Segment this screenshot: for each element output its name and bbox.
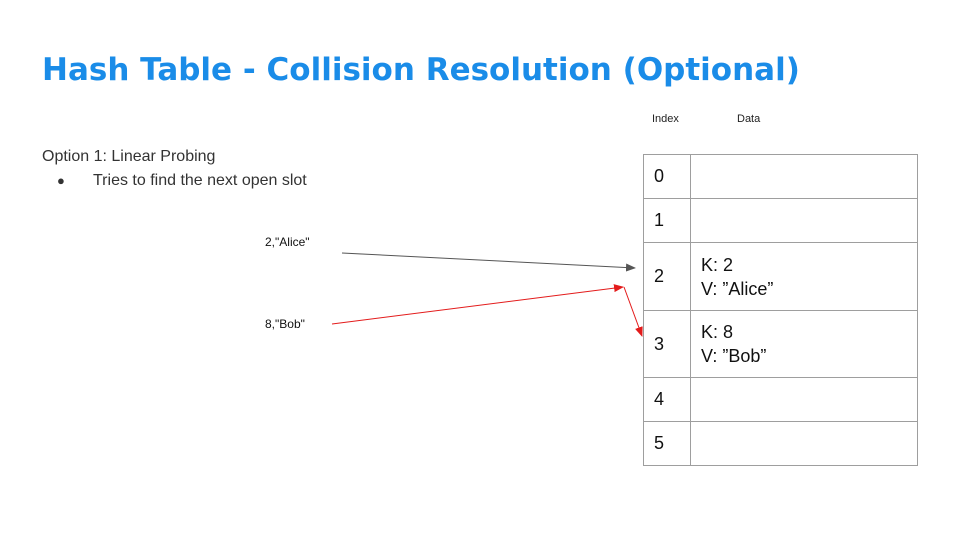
table-row: 1: [643, 198, 918, 243]
bullet-text: Tries to find the next open slot: [93, 172, 307, 189]
table-row: 2 K: 2 V: ”Alice”: [643, 242, 918, 311]
hash-table: 0 1 2 K: 2 V: ”Alice” 3 K: 8 V: ”Bob” 4 …: [643, 154, 918, 466]
row-index: 3: [643, 310, 691, 378]
row-data: [690, 421, 918, 466]
alice-arrow: [341, 252, 636, 272]
index-column-header: Index: [652, 113, 679, 125]
input-label-bob: 8,"Bob": [265, 317, 305, 331]
table-row: 5: [643, 421, 918, 466]
row-value: V: ”Alice”: [701, 278, 774, 299]
input-label-alice: 2,"Alice": [265, 235, 310, 249]
row-data: [690, 377, 918, 422]
row-data: K: 8 V: ”Bob”: [690, 310, 918, 378]
slide-title: Hash Table - Collision Resolution (Optio…: [42, 52, 800, 88]
bullet-icon: ●: [57, 173, 65, 188]
row-key: K: 8: [701, 322, 734, 342]
table-row: 0: [643, 154, 918, 199]
row-key: K: 2: [701, 254, 734, 275]
table-row: 4: [643, 377, 918, 422]
row-data: [690, 198, 918, 243]
bob-arrow-probe-to-slot-3: [623, 286, 643, 337]
row-index: 2: [643, 242, 691, 311]
row-index: 4: [643, 377, 691, 422]
table-row: 3 K: 8 V: ”Bob”: [643, 310, 918, 378]
bob-arrow-to-slot-2: [331, 284, 624, 325]
option-heading: Option 1: Linear Probing: [42, 148, 216, 165]
row-data: [690, 154, 918, 199]
row-data: K: 2 V: ”Alice”: [690, 242, 918, 311]
row-value: V: ”Bob”: [701, 346, 767, 366]
data-column-header: Data: [737, 113, 761, 125]
row-index: 5: [643, 421, 691, 466]
